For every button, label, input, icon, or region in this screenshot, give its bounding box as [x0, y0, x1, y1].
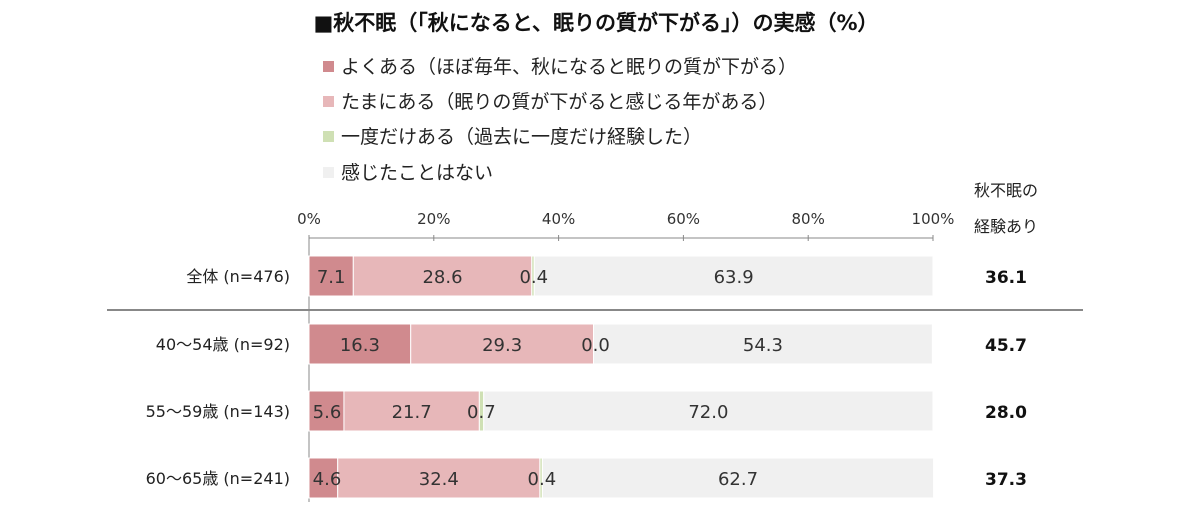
total-label: 28.0: [985, 403, 1027, 423]
bar-segment: [410, 323, 595, 365]
data-label: 54.3: [743, 335, 783, 356]
data-label: 0.7: [467, 402, 496, 423]
data-label: 5.6: [313, 402, 342, 423]
category-label: 40〜54歳 (n=92): [156, 335, 290, 354]
data-label: 0.0: [581, 335, 610, 356]
bar-segment: [308, 323, 412, 365]
category-label: 55〜59歳 (n=143): [146, 402, 290, 421]
bar-segment: [593, 323, 933, 365]
data-label: 21.7: [392, 402, 432, 423]
data-label: 0.4: [519, 267, 548, 288]
data-label: 29.3: [482, 335, 522, 356]
data-label: 4.6: [313, 469, 342, 490]
total-label: 36.1: [985, 268, 1027, 288]
x-tick-label: 100%: [912, 210, 955, 228]
x-tick-label: 60%: [667, 210, 700, 228]
category-label: 全体 (n=476): [186, 267, 290, 286]
legend-swatch-1: [323, 61, 334, 72]
bar-segment: [308, 255, 354, 297]
bar-segment: [352, 255, 533, 297]
bar-segment: [541, 457, 935, 499]
legend-label-2: たまにある（眠りの質が下がると感じる年がある）: [341, 91, 777, 113]
x-tick-label: 80%: [792, 210, 825, 228]
right-header-line-1: 秋不眠の: [974, 181, 1038, 200]
right-header: 秋不眠の 経験あり: [974, 181, 1038, 236]
legend-label-4: 感じたことはない: [341, 162, 493, 184]
data-label: 63.9: [714, 267, 754, 288]
legend: よくある（ほぼ毎年、秋になると眠りの質が下がる） たまにある（眠りの質が下がると感…: [323, 56, 797, 184]
bar-segment: [337, 457, 541, 499]
data-label: 32.4: [419, 469, 459, 490]
data-label: 72.0: [688, 402, 728, 423]
bar-segment: [483, 390, 934, 432]
legend-label-1: よくある（ほぼ毎年、秋になると眠りの質が下がる）: [341, 56, 797, 78]
x-tick-label: 20%: [417, 210, 450, 228]
x-tick-label: 40%: [542, 210, 575, 228]
category-label: 60〜65歳 (n=241): [146, 469, 290, 488]
total-label: 37.3: [985, 470, 1027, 490]
bar-segment: [308, 390, 345, 432]
labels: 全体 (n=476) 7.1 28.6 0.4 63.9 36.1 40〜54歳 (n=92…: [146, 267, 1028, 490]
legend-label-3: 一度だけある（過去に一度だけ経験した）: [341, 126, 702, 148]
data-label: 62.7: [718, 469, 758, 490]
chart-title: ■秋不眠（「秋になると、眠りの質が下がる」）の実感（%）: [313, 11, 878, 35]
data-label: 28.6: [422, 267, 462, 288]
x-axis: 0% 20% 40% 60% 80% 100%: [107, 210, 1083, 502]
x-tick-label: 0%: [297, 210, 321, 228]
data-label: 16.3: [340, 335, 380, 356]
legend-swatch-3: [323, 131, 334, 142]
bar-segment: [343, 390, 480, 432]
bars: [308, 255, 935, 499]
data-label: 7.1: [317, 267, 346, 288]
total-label: 45.7: [985, 336, 1027, 356]
right-header-line-2: 経験あり: [974, 217, 1038, 236]
bar-segment: [533, 255, 934, 297]
legend-swatch-2: [323, 96, 334, 107]
legend-swatch-4: [323, 167, 334, 178]
data-label: 0.4: [528, 469, 557, 490]
